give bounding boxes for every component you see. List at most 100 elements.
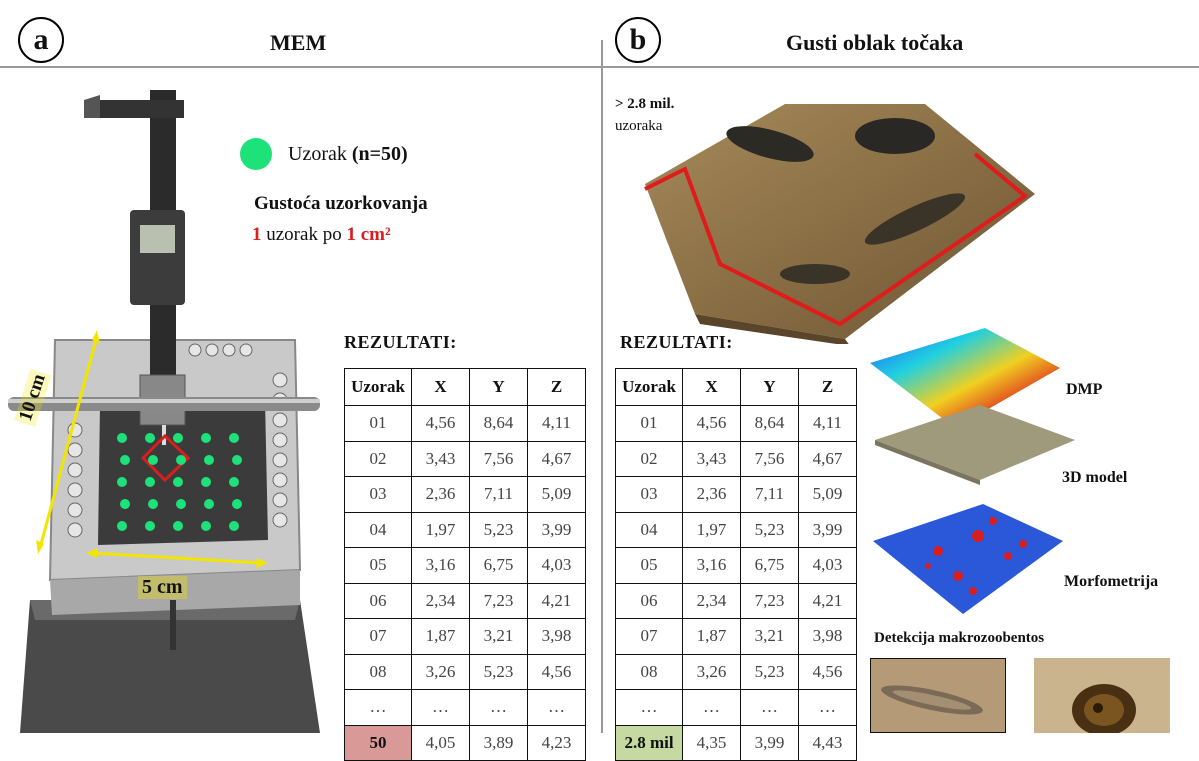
sample-dot xyxy=(201,477,211,487)
table-cell: 4,21 xyxy=(798,582,857,619)
header-divider xyxy=(0,66,1199,68)
table-cell: 02 xyxy=(615,440,683,477)
detection-title: Detekcija makrozoobentos xyxy=(874,630,1045,646)
point-cloud-image xyxy=(644,104,1035,344)
table-row: 05 3,16 6,75 4,03 xyxy=(615,547,857,584)
table-cell: … xyxy=(798,689,857,726)
sample-dot xyxy=(232,455,242,465)
table-cell: 4,23 xyxy=(527,724,586,761)
table-cell: 4,35 xyxy=(682,724,741,761)
table-row: 07 1,87 3,21 3,98 xyxy=(344,618,586,655)
sample-dot xyxy=(148,499,158,509)
sample-dot xyxy=(120,499,130,509)
table-row: 06 2,34 7,23 4,21 xyxy=(615,582,857,619)
table-cell: 2.8 mil xyxy=(615,724,683,761)
panel_a-header-cell: Y xyxy=(469,368,528,406)
panel-b-title: Gusti oblak točaka xyxy=(786,30,964,55)
table-row: 50 4,05 3,89 4,23 xyxy=(344,724,586,761)
table-cell: 1,97 xyxy=(411,511,470,548)
sample-legend-label: Uzorak (n=50) xyxy=(288,143,408,165)
layer-label-morphometry: Morfometrija xyxy=(1064,573,1159,590)
table-row: ………… xyxy=(344,689,586,726)
table-cell: 4,67 xyxy=(527,440,586,477)
table-row: 05 3,16 6,75 4,03 xyxy=(344,547,586,584)
table-cell: 5,23 xyxy=(740,653,799,690)
table-cell: 5,09 xyxy=(527,476,586,513)
table-cell: 7,11 xyxy=(740,476,799,513)
panel_b-header-cell: Uzorak xyxy=(615,368,683,406)
table-cell: 4,56 xyxy=(527,653,586,690)
table-cell: 7,56 xyxy=(469,440,528,477)
sample-dot xyxy=(145,433,155,443)
detection-image-2 xyxy=(1034,658,1170,733)
table-row: 06 2,34 7,23 4,21 xyxy=(344,582,586,619)
table-cell: 5,23 xyxy=(740,511,799,548)
sample-dot xyxy=(232,499,242,509)
table-cell: 3,99 xyxy=(527,511,586,548)
table-cell: 02 xyxy=(344,440,412,477)
point-count-label: > 2.8 mil. xyxy=(615,96,675,112)
layer-label-dmp: DMP xyxy=(1066,381,1103,398)
table-cell: 6,75 xyxy=(469,547,528,584)
table-cell: 5,23 xyxy=(469,511,528,548)
sample-dot xyxy=(117,477,127,487)
table-cell: 4,03 xyxy=(527,547,586,584)
table-cell: 2,34 xyxy=(682,582,741,619)
table-cell: 4,56 xyxy=(682,405,741,442)
table-cell: 6,75 xyxy=(740,547,799,584)
sample-dot xyxy=(201,433,211,443)
table-cell: 4,03 xyxy=(798,547,857,584)
table-row: 2.8 mil 4,35 3,99 4,43 xyxy=(615,724,857,761)
table-cell: 7,11 xyxy=(469,476,528,513)
table-cell: 3,99 xyxy=(740,724,799,761)
table-cell: 06 xyxy=(344,582,412,619)
table-row: 02 3,43 7,56 4,67 xyxy=(615,440,857,477)
table-cell: 3,98 xyxy=(527,618,586,655)
panel-a-title: MEM xyxy=(270,30,327,55)
table-cell: 05 xyxy=(615,547,683,584)
table-row: 04 1,97 5,23 3,99 xyxy=(615,511,857,548)
sample-dot xyxy=(117,521,127,531)
table-cell: 07 xyxy=(615,618,683,655)
table-cell: … xyxy=(469,689,528,726)
sample-dot xyxy=(145,477,155,487)
table-cell: 50 xyxy=(344,724,412,761)
table-cell: 4,56 xyxy=(798,653,857,690)
table-cell: 2,36 xyxy=(682,476,741,513)
3d-model-layer-image xyxy=(875,405,1075,485)
point-count-sub: uzoraka xyxy=(615,118,663,134)
table-cell: 3,21 xyxy=(469,618,528,655)
sample-dot xyxy=(173,477,183,487)
sample-dot xyxy=(201,521,211,531)
sample-legend-dot xyxy=(240,138,272,170)
table-cell: 04 xyxy=(344,511,412,548)
table-cell: 08 xyxy=(615,653,683,690)
sample-dot xyxy=(229,433,239,443)
table-cell: 7,23 xyxy=(469,582,528,619)
sample-dot xyxy=(229,521,239,531)
panel_a-header-cell: X xyxy=(411,368,470,406)
sample-dot xyxy=(148,455,158,465)
table-cell: 1,97 xyxy=(682,511,741,548)
panel_b-header-row: Uzorak X Y Z xyxy=(615,368,857,406)
table-cell: … xyxy=(682,689,741,726)
dimension-5cm-label: 5 cm xyxy=(138,576,187,599)
table-cell: 4,05 xyxy=(411,724,470,761)
table-cell: 3,43 xyxy=(411,440,470,477)
table-cell: 7,23 xyxy=(740,582,799,619)
table-cell: 3,43 xyxy=(682,440,741,477)
sample-dot xyxy=(173,521,183,531)
table-cell: 01 xyxy=(344,405,412,442)
sample-dot xyxy=(176,499,186,509)
table-cell: … xyxy=(344,689,412,726)
table-cell: … xyxy=(411,689,470,726)
table-row: 08 3,26 5,23 4,56 xyxy=(615,653,857,690)
table-cell: 8,64 xyxy=(740,405,799,442)
table-cell: 1,87 xyxy=(682,618,741,655)
density-text: 1 uzorak po 1 cm² xyxy=(252,224,391,245)
table-cell: 3,16 xyxy=(411,547,470,584)
table-cell: 3,26 xyxy=(411,653,470,690)
table-cell: 5,23 xyxy=(469,653,528,690)
table-row: 02 3,43 7,56 4,67 xyxy=(344,440,586,477)
panel-a-label: a xyxy=(18,17,64,63)
